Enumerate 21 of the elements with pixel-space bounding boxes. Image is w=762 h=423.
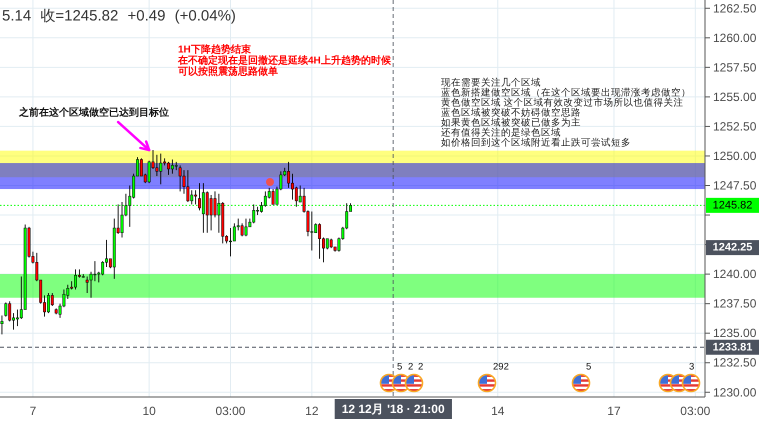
annotation: 如价格回到这个区域附近看止跌可尝试短多	[441, 138, 631, 148]
annotation: 蓝色新搭建做空区域（在这个区域要出现滞涨考虑做空）	[441, 88, 691, 98]
annotation: 现在需要关注几个区域	[441, 78, 541, 88]
annotation: 蓝色区域被突破不妨碍做空思路	[441, 108, 581, 118]
annotation: 5	[586, 362, 592, 372]
annotation: 如果黄色区域被突破已做多为主	[441, 118, 581, 128]
annotation: 在不确定现在是回撤还是延续4H上升趋势的时候	[178, 56, 391, 66]
annotation: 2	[408, 362, 414, 372]
x-tick-label: 12 12月 '18 · 21:00	[342, 402, 445, 416]
ref-line-label: 1233.81	[712, 341, 752, 354]
annotation: 5	[397, 362, 402, 372]
annotation: 292	[493, 362, 509, 372]
annotation: 可以按照震荡思路做单	[178, 66, 278, 78]
annotation: 还有值得关注的是绿色区域	[441, 128, 561, 138]
annotation: 黄色做空区域 这个区域有效改变过市场所以也值得关注	[441, 98, 684, 108]
ref-line-label: 1245.82	[712, 199, 752, 212]
title: 5.14 收=1245.82 +0.49 (+0.04%)	[2, 8, 236, 24]
annotation: 1H下降趋势结束	[178, 44, 251, 56]
annotation: 2	[418, 362, 424, 372]
annotation: 3	[689, 362, 694, 372]
annotation: 之前在这个区域做空已达到目标位	[19, 108, 170, 119]
